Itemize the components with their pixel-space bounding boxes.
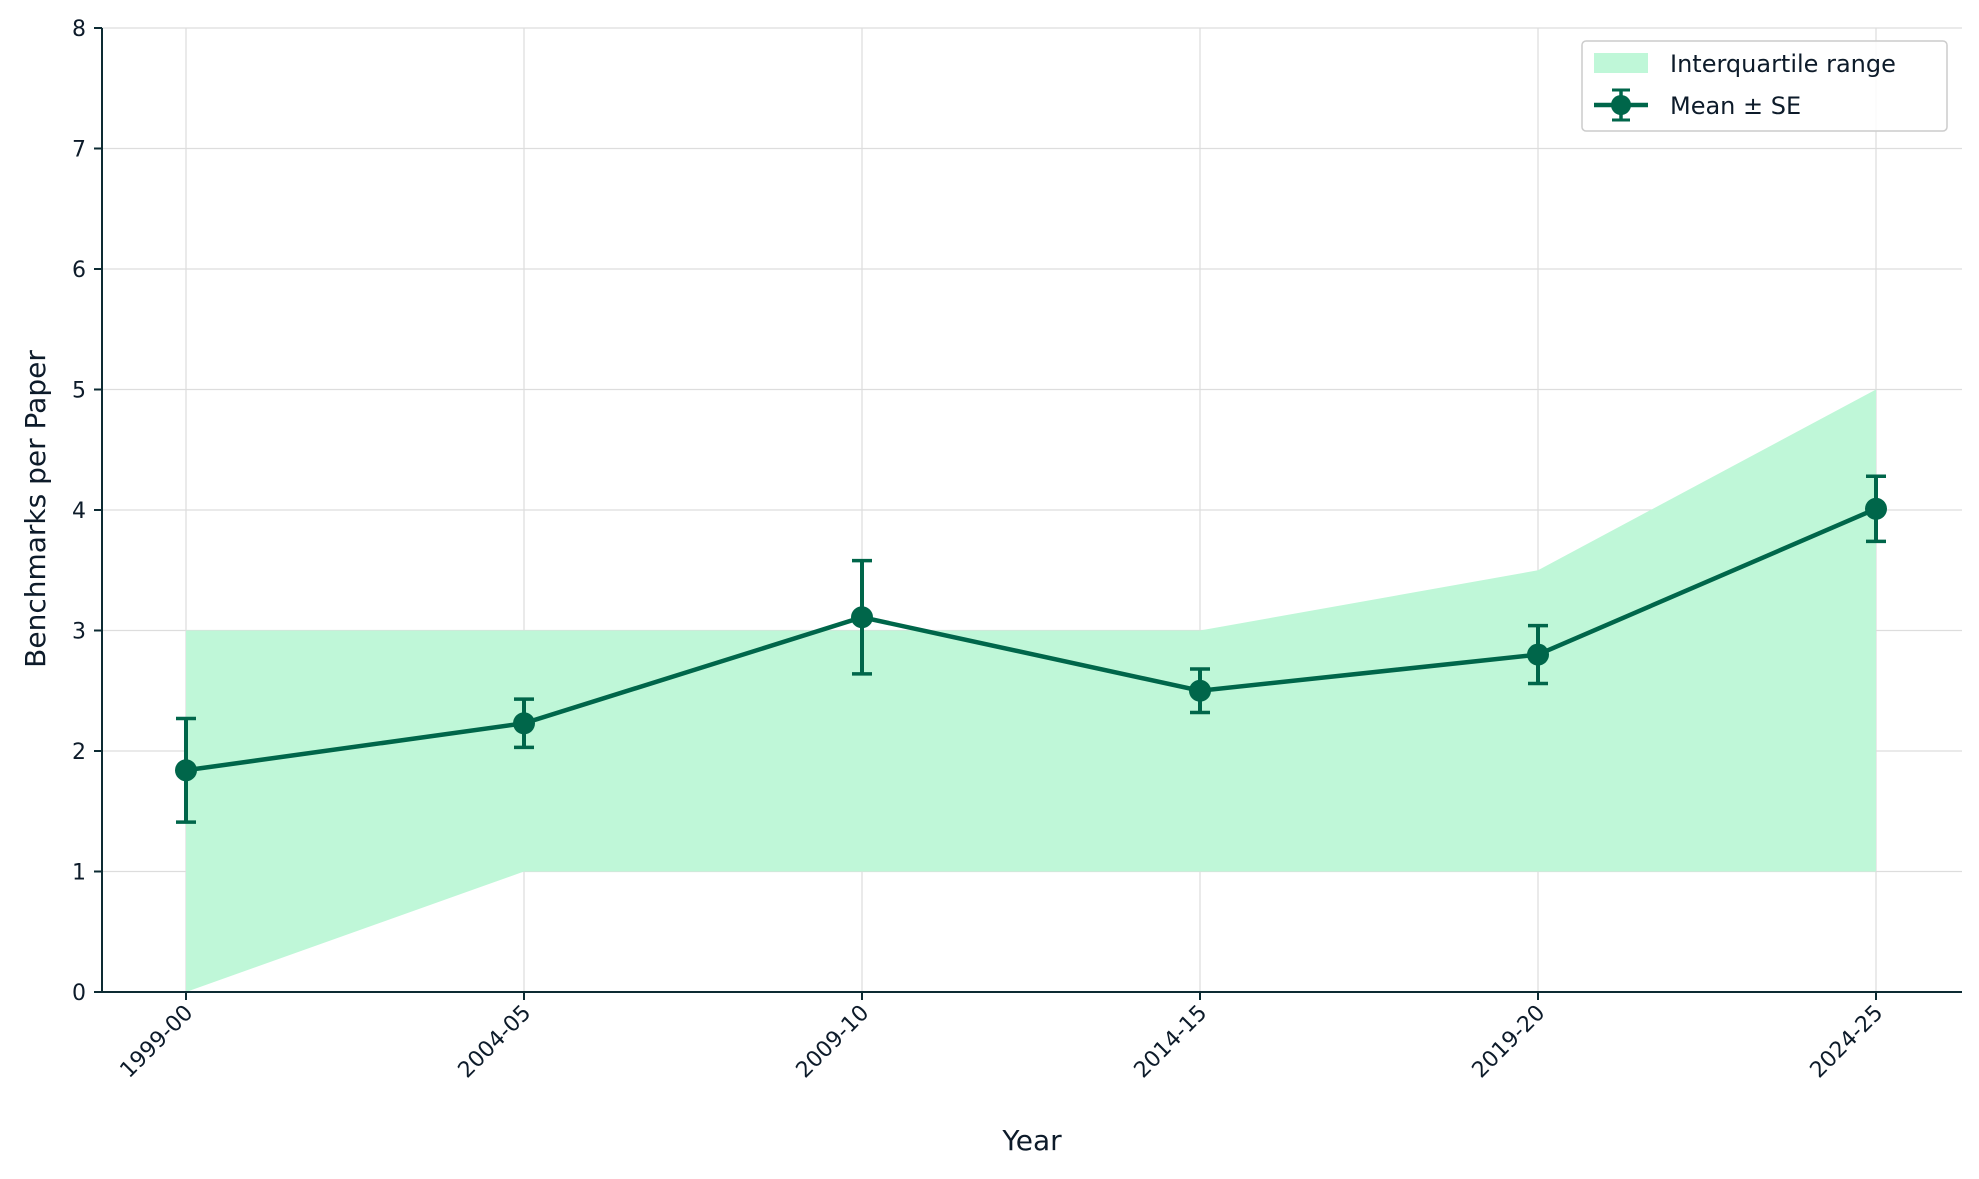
y-tick-label-1: 1 xyxy=(72,861,86,886)
legend-line-swatch xyxy=(1594,88,1648,122)
mean-point-2014-15 xyxy=(1189,679,1211,702)
x-tick-label-2009-10: 2009-10 xyxy=(792,1001,875,1084)
legend-frame xyxy=(1581,40,1948,132)
x-tick-label-1999-00: 1999-00 xyxy=(116,1001,199,1084)
mean-point-1999-00 xyxy=(175,759,197,782)
legend: Interquartile range Mean ± SE xyxy=(1581,40,1948,132)
mean-line xyxy=(185,506,1877,773)
x-tick-label-2024-25: 2024-25 xyxy=(1806,1001,1889,1084)
legend-label-interquartile-range: Interquartile range xyxy=(1670,50,1896,78)
x-tick-label-2004-05: 2004-05 xyxy=(454,1001,537,1084)
x-axis-label: Year xyxy=(1001,1124,1062,1157)
legend-label-mean-se: Mean ± SE xyxy=(1670,92,1801,120)
x-tick-label-2014-15: 2014-15 xyxy=(1130,1001,1213,1084)
mean-point-2004-05 xyxy=(513,712,535,735)
mean-points xyxy=(175,497,1887,782)
y-tick-label-6: 6 xyxy=(72,258,86,283)
y-axis-label: Benchmarks per Paper xyxy=(19,350,52,668)
mean-point-2009-10 xyxy=(851,606,873,629)
legend-marker xyxy=(1611,95,1631,115)
mean-point-2024-25 xyxy=(1865,497,1887,520)
y-tick-label-7: 7 xyxy=(72,138,86,163)
y-tick-label-2: 2 xyxy=(72,740,86,765)
y-tick-label-8: 8 xyxy=(72,17,86,42)
interquartile-range-band xyxy=(186,389,1876,992)
y-tick-label-4: 4 xyxy=(72,499,86,524)
x-tick-label-2019-20: 2019-20 xyxy=(1468,1001,1551,1084)
y-tick-label-3: 3 xyxy=(72,620,86,645)
x-ticks: 1999-00 2004-05 2009-10 2014-15 2019-20 2024-… xyxy=(116,992,1889,1084)
y-tick-label-0: 0 xyxy=(72,981,86,1006)
y-tick-label-5: 5 xyxy=(72,379,86,404)
legend-band-swatch xyxy=(1594,53,1648,73)
mean-point-2019-20 xyxy=(1527,643,1549,666)
y-ticks: 0 1 2 3 4 5 6 7 8 xyxy=(72,17,102,1006)
